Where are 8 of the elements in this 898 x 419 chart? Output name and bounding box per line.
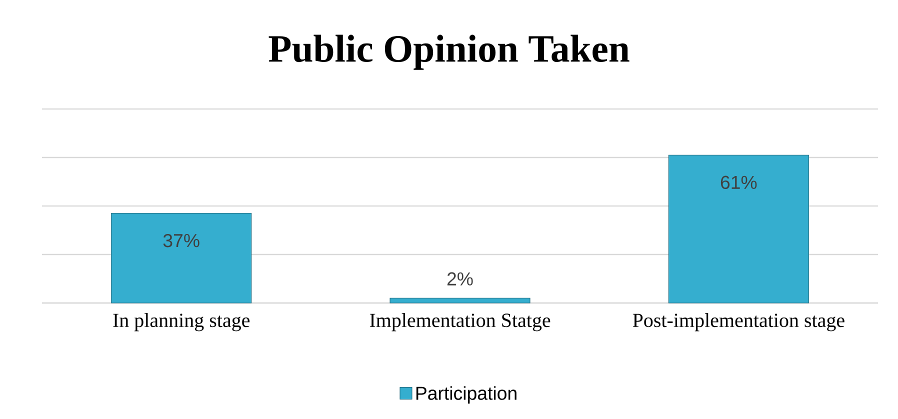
x-tick-label: In planning stage	[113, 313, 250, 332]
chart-title: Public Opinion Taken	[268, 34, 630, 70]
legend-label: Participation	[416, 386, 516, 404]
data-label: 37%	[163, 234, 200, 248]
x-tick-label: Post-implementation stage	[632, 313, 844, 332]
data-label: 61%	[720, 176, 757, 190]
data-label: 2%	[447, 272, 473, 286]
x-tick-label: Implementation Statge	[370, 313, 550, 332]
